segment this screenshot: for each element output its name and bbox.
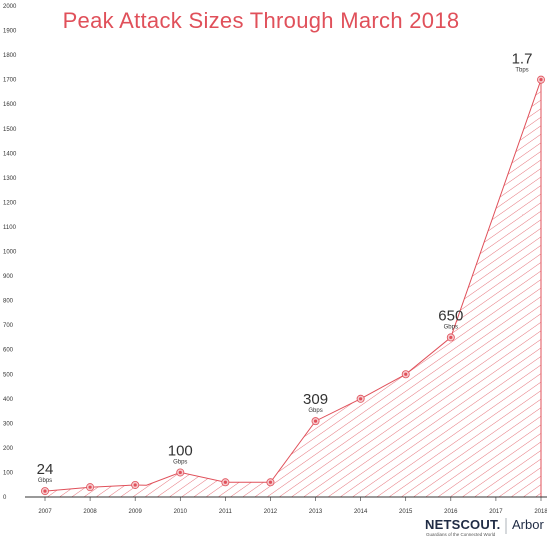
x-tick-label: 2009	[129, 509, 143, 515]
brand-product: Arbor	[512, 517, 544, 532]
annotation-unit: Gbps	[308, 408, 322, 414]
x-tick-label: 2014	[354, 509, 368, 515]
x-tick-label: 2016	[444, 509, 458, 515]
chart-title: Peak Attack Sizes Through March 2018	[63, 8, 460, 33]
y-tick-label: 1200	[3, 200, 17, 206]
x-tick-label: 2017	[489, 509, 503, 515]
brand-tagline: Guardians of the Connected World	[426, 532, 496, 537]
x-tick-label: 2012	[264, 509, 278, 515]
x-tick-label: 2015	[399, 509, 413, 515]
y-tick-label: 200	[3, 446, 14, 452]
x-tick-label: 2010	[174, 509, 188, 515]
data-point-dot	[313, 419, 318, 423]
data-point-dot	[43, 489, 47, 493]
data-point-dot	[539, 78, 543, 82]
brand-logo: NETSCOUT. Arbor Guardians of the Connect…	[425, 517, 544, 537]
annotation-value: 1.7	[512, 51, 533, 68]
data-point-dot	[133, 483, 137, 487]
annotation-value: 24	[37, 461, 54, 478]
annotation-value: 650	[438, 307, 463, 324]
y-tick-label: 1800	[3, 53, 17, 59]
annotation-value: 100	[168, 442, 193, 459]
data-point-dot	[178, 470, 182, 475]
x-tick-label: 2011	[219, 509, 233, 515]
area-fill	[45, 79, 541, 497]
x-axis: 2007 2008 2009 2010 2011 2012 2013 2014 2015 2016…	[38, 497, 547, 515]
y-tick-label: 400	[3, 397, 14, 403]
annotation-value: 309	[303, 391, 328, 408]
data-point-dot	[268, 480, 273, 484]
y-tick-label: 900	[3, 274, 14, 280]
data-point-dot	[404, 372, 408, 376]
y-tick-label: 1400	[3, 151, 17, 157]
annotation-unit: Gbps	[173, 459, 187, 465]
markers	[41, 75, 546, 496]
x-tick-label: 2008	[83, 509, 97, 515]
y-tick-label: 300	[3, 421, 14, 427]
y-tick-label: 2000	[3, 4, 17, 10]
y-tick-label: 800	[3, 299, 14, 305]
y-tick-label: 600	[3, 348, 14, 354]
brand-name: NETSCOUT.	[425, 517, 500, 532]
x-tick-label: 2018	[534, 509, 547, 515]
data-point-dot	[449, 335, 453, 340]
y-tick-label: 500	[3, 372, 14, 378]
y-tick-label: 1700	[3, 78, 17, 84]
y-tick-label: 1300	[3, 176, 17, 182]
y-tick-label: 100	[3, 470, 14, 476]
y-tick-label: 1500	[3, 127, 17, 133]
annotation-unit: Gbps	[444, 324, 458, 330]
data-point-dot	[88, 485, 92, 489]
y-tick-label: 1900	[3, 29, 17, 35]
y-tick-label: 1100	[3, 225, 17, 231]
annotation-unit: Tbps	[515, 68, 528, 74]
x-tick-label: 2013	[309, 509, 323, 515]
data-point-dot	[359, 397, 363, 401]
x-tick-label: 2007	[38, 509, 52, 515]
y-tick-label: 1000	[3, 250, 17, 256]
series-line	[44, 79, 542, 492]
annotation-unit: Gbps	[38, 478, 52, 484]
y-tick-label: 700	[3, 323, 14, 329]
y-tick-label: 0	[3, 495, 7, 501]
y-axis: 0 100 200 300 400 500 600 700 800 900 1000 1100 1200…	[3, 4, 17, 501]
y-tick-label: 1600	[3, 102, 17, 108]
data-point-dot	[223, 480, 227, 484]
